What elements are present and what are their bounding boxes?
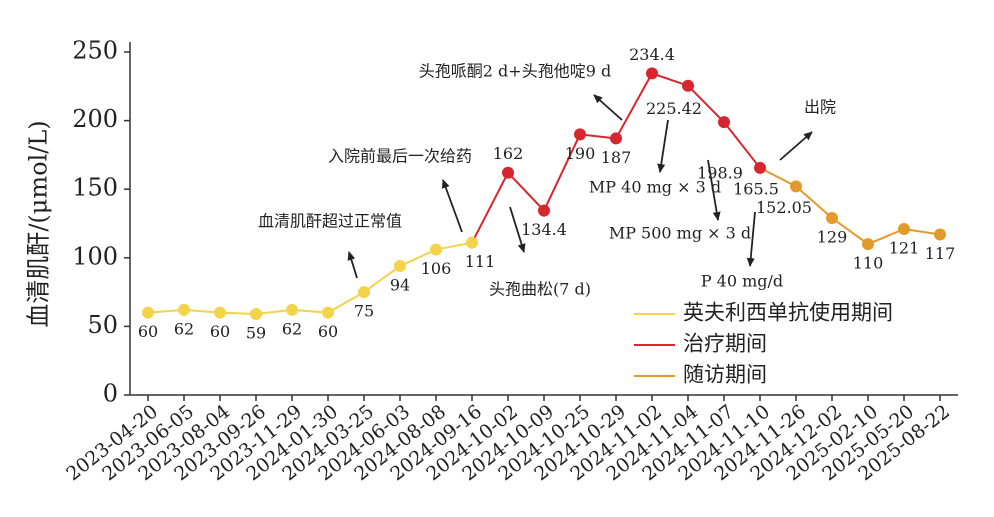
arrow <box>707 159 721 221</box>
marker <box>862 238 874 251</box>
annotation: 入院前最后一次给药 <box>328 147 472 166</box>
marker <box>358 286 370 299</box>
y-tick-label: 200 <box>72 105 118 133</box>
marker <box>610 132 622 145</box>
data-label: 187 <box>601 148 632 167</box>
y-tick-label: 250 <box>72 37 118 65</box>
arrow <box>779 131 813 161</box>
marker <box>466 236 478 249</box>
data-label: 94 <box>390 276 410 295</box>
arrow <box>441 179 463 233</box>
data-label: 60 <box>138 322 158 341</box>
data-label: 134.4 <box>521 220 567 239</box>
line <box>147 241 473 316</box>
annotation: 出院 <box>804 98 836 117</box>
marker <box>754 161 766 174</box>
marker <box>250 308 262 321</box>
marker <box>682 79 694 92</box>
marker <box>502 166 514 179</box>
line <box>759 167 941 246</box>
marker <box>286 303 298 316</box>
annotation: MP 500 mg × 3 d <box>609 224 751 243</box>
data-label: 106 <box>421 259 452 278</box>
marker <box>574 128 586 141</box>
marker <box>214 306 226 319</box>
marker <box>790 180 802 193</box>
legend-label: 随访期间 <box>683 363 767 387</box>
data-label: 165.5 <box>733 179 779 198</box>
data-label: 75 <box>354 302 374 321</box>
marker <box>394 260 406 273</box>
annotation: 头孢哌酮2 d+头孢他啶9 d <box>419 62 611 81</box>
annotation: 血清肌酐超过正常值 <box>258 212 402 231</box>
data-label: 162 <box>493 144 524 163</box>
marker <box>538 204 550 217</box>
data-label: 62 <box>282 319 302 338</box>
annotation: P 40 mg/d <box>701 272 783 291</box>
y-tick-label: 100 <box>72 242 118 270</box>
data-label: 129 <box>817 228 848 247</box>
data-label: 111 <box>465 252 496 271</box>
data-label: 110 <box>853 254 884 273</box>
legend-label: 治疗期间 <box>683 332 767 356</box>
arrow <box>657 119 669 173</box>
arrow <box>746 211 756 267</box>
data-label: 59 <box>246 324 266 343</box>
marker <box>646 67 658 80</box>
y-tick-label: 0 <box>103 380 118 408</box>
data-label: 117 <box>925 244 956 263</box>
y-axis-label: 血清肌酐/(μmol/L) <box>25 120 53 327</box>
marker <box>934 228 946 241</box>
annotation: MP 40 mg × 3 d <box>589 178 721 197</box>
marker <box>898 222 910 235</box>
data-label: 60 <box>318 322 338 341</box>
legend-label: 英夫利西单抗使用期间 <box>683 301 893 325</box>
y-tick-label: 50 <box>87 311 118 339</box>
annotation: 头孢曲松(7 d) <box>489 280 591 299</box>
data-label: 198.9 <box>697 164 743 183</box>
marker <box>718 116 730 129</box>
data-label: 62 <box>174 319 194 338</box>
data-label: 152.05 <box>756 198 812 217</box>
data-label: 225.42 <box>646 99 702 118</box>
marker <box>826 212 838 225</box>
arrow <box>509 206 526 253</box>
y-tick-label: 150 <box>72 174 118 202</box>
data-label: 121 <box>889 238 920 257</box>
data-label: 234.4 <box>629 45 675 64</box>
arrow <box>593 94 623 121</box>
marker <box>322 306 334 319</box>
marker <box>142 306 154 319</box>
data-label: 60 <box>210 322 230 341</box>
marker <box>430 243 442 256</box>
arrow <box>347 251 358 279</box>
data-label: 190 <box>565 144 596 163</box>
marker <box>178 303 190 316</box>
